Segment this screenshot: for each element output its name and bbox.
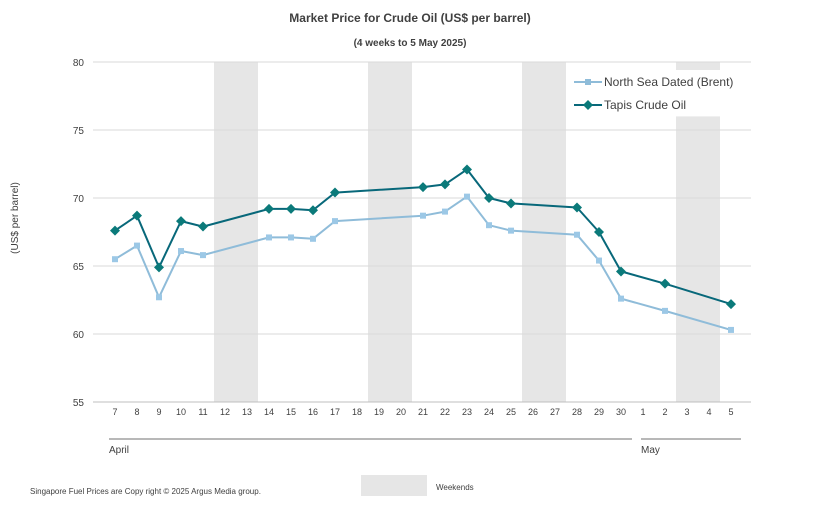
series-lines [110, 164, 736, 332]
y-axis-label: (US$ per barrel) [10, 182, 21, 254]
data-point [596, 258, 602, 264]
x-tick-label: 27 [550, 407, 560, 417]
weekend-band-1 [368, 62, 412, 402]
y-tick-label: 75 [73, 126, 85, 137]
x-tick-label: 5 [728, 407, 733, 417]
data-point [616, 266, 626, 276]
x-tick-label: 20 [396, 407, 406, 417]
x-tick-label: 10 [176, 407, 186, 417]
data-point [156, 294, 162, 300]
x-tick-label: 9 [156, 407, 161, 417]
series-1 [110, 164, 736, 309]
x-tick-label: 29 [594, 407, 604, 417]
data-point [154, 262, 164, 272]
x-tick-label: 3 [684, 407, 689, 417]
data-point [464, 194, 470, 200]
x-tick-label: 7 [112, 407, 117, 417]
x-tick-label: 15 [286, 407, 296, 417]
data-point [728, 327, 734, 333]
data-point [200, 252, 206, 258]
legend-marker-tapis [583, 100, 593, 110]
data-point [574, 232, 580, 238]
data-point [176, 216, 186, 226]
y-tick-label: 65 [73, 262, 85, 273]
data-point [506, 198, 516, 208]
y-tick-label: 55 [73, 398, 85, 409]
x-tick-label: 13 [242, 407, 252, 417]
x-tick-label: 17 [330, 407, 340, 417]
y-tick-label: 80 [73, 58, 85, 69]
x-tick-label: 14 [264, 407, 274, 417]
chart-subtitle: (4 weeks to 5 May 2025) [354, 38, 467, 49]
legend: North Sea Dated (Brent) Tapis Crude Oil [574, 75, 733, 112]
y-tick-label: 60 [73, 330, 85, 341]
legend-label-brent: North Sea Dated (Brent) [604, 75, 733, 89]
legend-item-tapis: Tapis Crude Oil [574, 98, 686, 112]
data-point [266, 234, 272, 240]
chart-title: Market Price for Crude Oil (US$ per barr… [289, 11, 530, 25]
x-tick-label: 28 [572, 407, 582, 417]
x-tick-label: 19 [374, 407, 384, 417]
weekend-bands [214, 62, 720, 402]
series-0 [112, 194, 734, 333]
x-tick-label: 18 [352, 407, 362, 417]
weekend-band-3 [676, 116, 720, 402]
x-tick-label: 26 [528, 407, 538, 417]
data-point [662, 308, 668, 314]
x-tick-label: 30 [616, 407, 626, 417]
x-tick-label: 4 [706, 407, 711, 417]
x-tick-label: 21 [418, 407, 428, 417]
weekend-band-top-3 [676, 62, 720, 70]
data-point [508, 228, 514, 234]
x-tick-label: 24 [484, 407, 494, 417]
x-tick-label: 1 [640, 407, 645, 417]
copyright-footer: Singapore Fuel Prices are Copy right © 2… [30, 487, 261, 496]
month-label-april: April [109, 445, 129, 456]
data-point [264, 204, 274, 214]
data-point [286, 204, 296, 214]
data-point [660, 279, 670, 289]
data-point [442, 209, 448, 215]
data-point [486, 222, 492, 228]
weekend-legend-swatch [361, 475, 427, 496]
x-tick-label: 2 [662, 407, 667, 417]
x-tick-label: 23 [462, 407, 472, 417]
legend-marker-brent [585, 79, 591, 85]
data-point [288, 234, 294, 240]
legend-item-brent: North Sea Dated (Brent) [574, 75, 733, 89]
x-axis-ticks: 7 8 9 10 11 12 13 14 15 16 17 18 19 20 21 22 23 24 25 26 27 2… [112, 407, 733, 417]
x-tick-label: 22 [440, 407, 450, 417]
x-tick-label: 25 [506, 407, 516, 417]
gridlines [93, 62, 751, 402]
x-tick-label: 16 [308, 407, 318, 417]
data-point [420, 213, 426, 219]
data-point [332, 218, 338, 224]
weekend-band-0 [214, 62, 258, 402]
x-tick-label: 11 [198, 407, 207, 417]
month-label-may: May [641, 445, 660, 456]
x-tick-label: 8 [134, 407, 139, 417]
data-point [178, 248, 184, 254]
x-tick-label: 12 [220, 407, 230, 417]
data-point [418, 182, 428, 192]
y-axis-ticks: 55 60 65 70 75 80 [73, 58, 85, 409]
data-point [112, 256, 118, 262]
data-point [198, 222, 208, 232]
weekend-legend-label: Weekends [436, 483, 474, 492]
y-tick-label: 70 [73, 194, 85, 205]
data-point [310, 236, 316, 242]
data-point [134, 243, 140, 249]
legend-label-tapis: Tapis Crude Oil [604, 98, 686, 112]
data-point [618, 296, 624, 302]
data-point [726, 299, 736, 309]
